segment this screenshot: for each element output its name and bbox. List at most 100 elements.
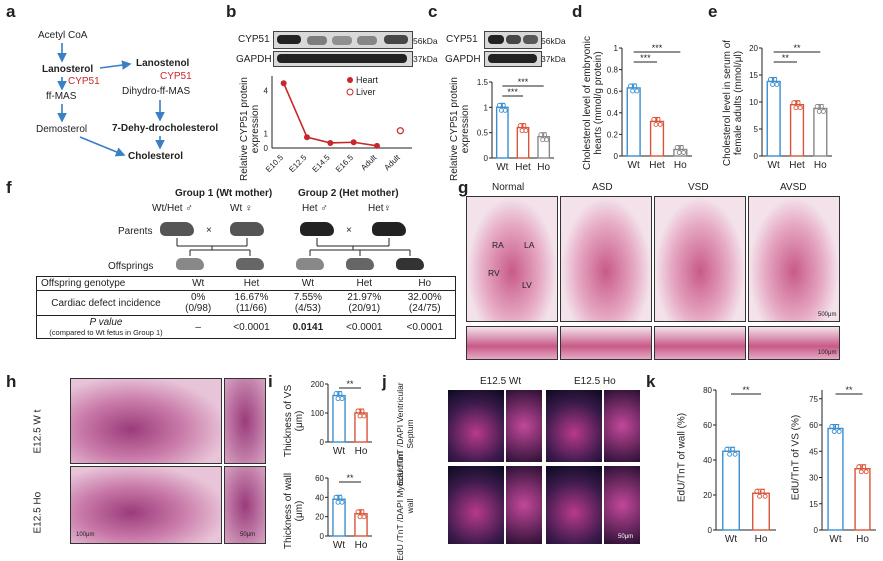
blot-c-cyp51-label: CYP51: [446, 34, 478, 45]
sig-stars: **: [793, 43, 801, 53]
g-label-la: LA: [524, 240, 535, 250]
g-label-rv: RV: [488, 268, 500, 278]
incidence-pct: 21.97%: [347, 292, 382, 303]
bar-ho: [537, 136, 551, 159]
histology-strip-normal: [466, 326, 558, 360]
g-label-lv: LV: [522, 280, 532, 290]
g-title-normal: Normal: [492, 182, 525, 193]
histology-h-ho: [70, 466, 222, 544]
data-point-wt: [772, 77, 778, 82]
pvalue-label: P value: [89, 317, 123, 328]
data-point-ho: [754, 488, 760, 494]
sig-stars: **: [845, 385, 853, 395]
x-tick-label: Ho: [674, 160, 687, 171]
histology-normal: [466, 196, 558, 322]
pvalue-cell: –: [195, 321, 201, 333]
parents-label: Parents: [118, 226, 153, 237]
data-point-wt: [634, 88, 640, 94]
x-tick-label: Wt: [829, 534, 841, 545]
series-liver-point: [396, 127, 404, 135]
mouse-g1-male: [160, 222, 194, 236]
bar-wt: [332, 394, 346, 443]
data-point-wt: [337, 391, 343, 397]
pvalue-cell: <0.0001: [233, 321, 270, 333]
y-tick-label: 4: [264, 86, 269, 95]
x-tick-label: Ho: [755, 534, 768, 545]
x-tick-label: Ho: [355, 446, 368, 457]
table-header-c3: Wt: [301, 278, 314, 289]
cross-lines: [176, 238, 411, 256]
mouse-g2-male: [300, 222, 334, 236]
data-point-ho: [856, 464, 862, 470]
panel-g-letter: g: [458, 178, 469, 197]
panel-d-letter: d: [572, 2, 583, 21]
data-point-ho: [361, 514, 367, 520]
y-tick-label: 0: [320, 532, 325, 541]
data-point-ho: [544, 137, 549, 143]
sig-stars: ***: [518, 77, 529, 87]
y-tick-label: 40: [703, 456, 712, 465]
data-point-wt: [834, 424, 840, 429]
y-tick-label: 0.2: [607, 130, 619, 139]
y-tick-label: 80: [703, 386, 712, 395]
data-point-wt: [632, 83, 638, 89]
blot-c-gapdh-label: GAPDH: [445, 54, 481, 65]
data-point-wt: [630, 88, 636, 94]
x-tick-label: Wt: [628, 160, 640, 171]
blot-c-kda-56: 56kDa: [541, 36, 566, 46]
data-point-het: [797, 105, 803, 111]
g2-parent-female: Het♀: [368, 203, 392, 214]
bar-wt: [827, 427, 844, 531]
data-point-wt: [829, 424, 835, 429]
data-point-ho: [821, 109, 826, 114]
fluor-j-wt-wall: [448, 466, 504, 544]
sig-stars: ***: [640, 53, 651, 63]
cross-2: ×: [346, 225, 352, 236]
panel-k-letter: k: [646, 372, 656, 391]
y-tick-label: 1.5: [477, 78, 489, 87]
blot-c-kda-37: 37kDa: [541, 54, 566, 64]
j-col-wt: E12.5 Wt: [480, 376, 522, 387]
group2-title: Group 2 (Het mother): [298, 188, 399, 199]
mouse-g2-female: [372, 222, 406, 236]
chart-k-left-ylabel: EdU/TnT of wall (%): [676, 412, 688, 503]
g2-parent-male: Het ♂: [302, 203, 328, 214]
pvalue-cell: <0.0001: [346, 321, 383, 333]
data-point-ho: [676, 150, 682, 155]
y-tick-label: 0: [320, 438, 325, 447]
incidence-frac: (20/91): [348, 303, 381, 314]
bar-ho: [354, 513, 368, 537]
histology-strip-vsd: [654, 326, 746, 360]
sig-stars: ***: [652, 43, 663, 53]
y-tick-label: 60: [315, 474, 324, 483]
data-point-het: [793, 105, 799, 111]
y-tick-label: 45: [809, 447, 818, 456]
x-tick-label: Wt: [333, 446, 345, 457]
chart-i-top: 0 100 200 Wt Ho **: [311, 379, 372, 457]
data-point-wt: [729, 446, 735, 452]
legend-heart-label: Heart: [356, 75, 379, 85]
sig-stars: **: [346, 473, 354, 483]
histology-strip-avsd: [748, 326, 840, 360]
y-tick-label: 100: [311, 409, 325, 418]
y-tick-label: 75: [809, 395, 818, 404]
table-row-incidence-label: Cardiac defect incidence: [51, 297, 161, 309]
chart-d: 0 0.2 0.4 0.6 0.8 1 Wt Het Ho ******: [607, 43, 692, 171]
blot-c-gapdh: [484, 51, 542, 67]
y-tick-label: 0: [484, 154, 489, 163]
data-point-ho: [762, 493, 768, 499]
x-tick-label: Het: [789, 160, 805, 171]
histology-h-ho-zoom: [224, 466, 266, 544]
g-title-asd: ASD: [592, 182, 613, 193]
g-scale-bar: 500μm: [818, 312, 837, 318]
g-scale-bar-strip: 100μm: [818, 350, 837, 356]
y-tick-label: 0: [614, 152, 619, 161]
incidence-table: Offspring genotype Wt Het Wt Het Ho Card…: [36, 276, 456, 339]
data-point-ho: [542, 132, 548, 138]
x-tick-label: Wt: [725, 534, 737, 545]
histology-vsd: [654, 196, 746, 322]
y-tick-label: 40: [315, 493, 324, 502]
data-point-wt: [836, 429, 842, 434]
blot-b-kda-37: 37kDa: [413, 54, 438, 64]
bar-wt: [332, 498, 346, 537]
